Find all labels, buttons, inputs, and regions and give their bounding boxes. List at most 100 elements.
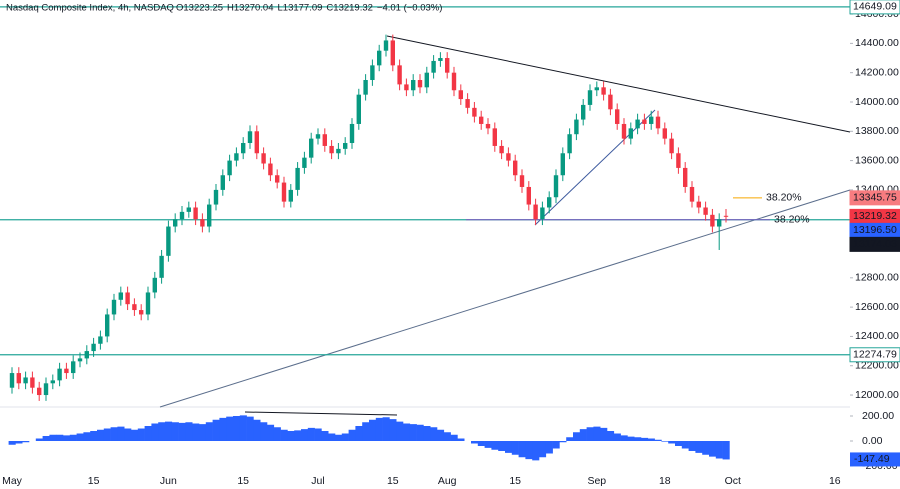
candle-body xyxy=(479,116,484,124)
candle-body xyxy=(281,182,287,202)
oscillator-bar xyxy=(382,417,390,441)
oscillator-bar xyxy=(103,428,111,441)
oscillator-bar xyxy=(226,416,234,441)
candle-body xyxy=(193,207,198,220)
price-label: 14649.09 xyxy=(853,1,897,13)
candle-body xyxy=(397,65,402,85)
candle-body xyxy=(655,116,661,129)
price-label: 13196.50 xyxy=(853,224,897,236)
oscillator-bar xyxy=(76,433,84,441)
oscillator-bar xyxy=(22,441,30,443)
oscillator xyxy=(8,415,730,461)
oscillator-bar xyxy=(702,441,710,455)
oscillator-bar xyxy=(539,441,547,458)
fib-label: 38.20% xyxy=(774,213,810,225)
oscillator-bar xyxy=(15,441,23,444)
x-tick-label: Jun xyxy=(160,475,177,487)
oscillator-bar xyxy=(212,419,220,441)
oscillator-bar xyxy=(144,426,152,441)
candle-body xyxy=(37,387,42,396)
oscillator-bar xyxy=(647,438,655,441)
oscillator-bar xyxy=(301,429,309,441)
oscillator-bar xyxy=(409,424,417,441)
candle-body xyxy=(111,299,117,315)
oscillator-bar xyxy=(484,441,492,448)
candle-body xyxy=(683,167,688,187)
price-label: 13345.75 xyxy=(853,192,897,204)
chart-title: Nasdaq Composite Index, 4h, NASDAQ xyxy=(6,3,174,14)
y-tick-label: 13800.00 xyxy=(855,125,899,137)
osc-value-label: -147.49 xyxy=(854,453,890,465)
candle-body xyxy=(594,87,599,91)
oscillator-bar xyxy=(668,441,676,444)
oscillator-bar xyxy=(403,423,411,441)
candle-body xyxy=(186,207,191,212)
candle-body xyxy=(125,292,130,305)
candle-body xyxy=(649,116,654,124)
candle-body xyxy=(669,138,674,154)
oscillator-bar xyxy=(600,427,608,441)
osc-y-tick-label: 200.00 xyxy=(862,410,894,422)
candle-body xyxy=(84,351,89,359)
candle-body xyxy=(458,90,463,100)
oscillator-bar xyxy=(97,429,105,441)
candle-body xyxy=(628,128,633,139)
candle-body xyxy=(200,219,205,227)
oscillator-bar xyxy=(362,422,370,441)
y-tick-label: 12200.00 xyxy=(855,360,899,372)
candle-body xyxy=(322,134,327,146)
x-tick-label: May xyxy=(2,475,23,487)
candle-body xyxy=(662,128,667,139)
oscillator-bar xyxy=(396,421,404,441)
osc-y-tick-label: 0.00 xyxy=(862,435,883,447)
oscillator-bar xyxy=(239,415,247,441)
candle-body xyxy=(64,368,69,374)
candle-body xyxy=(574,119,579,135)
oscillator-bar xyxy=(280,429,288,441)
candle-body xyxy=(465,99,470,108)
candle-body xyxy=(567,134,572,154)
oscillator-bar xyxy=(559,441,567,443)
oscillator-bar xyxy=(552,441,560,449)
candle-body xyxy=(50,380,55,384)
oscillator-bar xyxy=(321,431,329,441)
oscillator-bar xyxy=(83,432,91,441)
candle-body xyxy=(179,211,185,220)
oscillator-bar xyxy=(171,422,179,441)
candle-body xyxy=(132,304,137,311)
candle-body xyxy=(23,377,28,384)
oscillator-bar xyxy=(219,417,227,441)
candle-body xyxy=(703,207,708,215)
x-tick-label: Aug xyxy=(438,475,457,487)
candle-body xyxy=(499,145,504,154)
y-tick-label: 12600.00 xyxy=(855,301,899,313)
candle-body xyxy=(615,109,620,124)
candle-body xyxy=(91,343,96,352)
candle-body xyxy=(445,58,450,73)
header-value: L13177.09 xyxy=(278,3,323,14)
y-tick-label: 14000.00 xyxy=(855,96,899,108)
candle-body xyxy=(390,40,395,66)
oscillator-bar xyxy=(314,428,322,441)
candle-body xyxy=(560,153,565,176)
oscillator-bar xyxy=(654,439,662,441)
candle-body xyxy=(581,104,586,120)
candle-body xyxy=(329,145,334,154)
oscillator-bar xyxy=(165,421,173,441)
y-tick-label: 12000.00 xyxy=(855,389,899,401)
candle-body xyxy=(173,219,178,227)
oscillator-bar xyxy=(90,431,98,441)
oscillator-bar xyxy=(641,437,649,441)
oscillator-bar xyxy=(56,434,64,441)
oscillator-bar xyxy=(607,431,615,441)
candle-body xyxy=(513,160,518,176)
x-tick-label: Jul xyxy=(311,475,324,487)
candle-body xyxy=(438,58,443,61)
oscillator-bar xyxy=(423,426,431,441)
oscillator-bar xyxy=(722,441,730,460)
candle-body xyxy=(166,226,171,256)
oscillator-bar xyxy=(253,419,261,441)
oscillator-bar xyxy=(437,429,445,441)
oscillator-bar xyxy=(341,433,349,441)
